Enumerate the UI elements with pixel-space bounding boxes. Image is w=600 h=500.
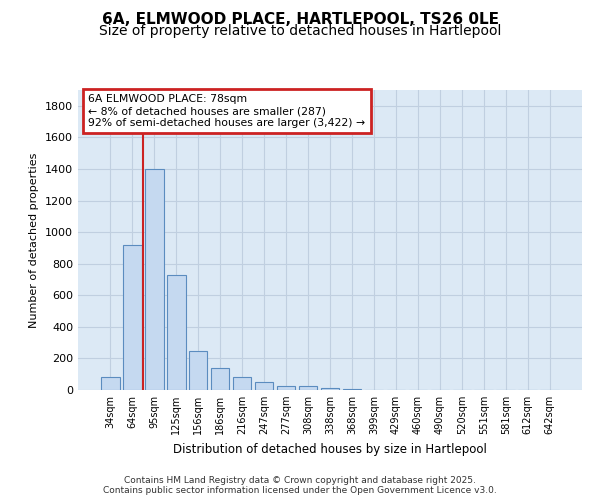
Bar <box>145 169 164 390</box>
Text: 6A ELMWOOD PLACE: 78sqm
← 8% of detached houses are smaller (287)
92% of semi-de: 6A ELMWOOD PLACE: 78sqm ← 8% of detached… <box>88 94 365 128</box>
Bar <box>277 386 295 390</box>
Bar <box>189 352 208 390</box>
Text: Contains HM Land Registry data © Crown copyright and database right 2025.
Contai: Contains HM Land Registry data © Crown c… <box>103 476 497 495</box>
Text: 6A, ELMWOOD PLACE, HARTLEPOOL, TS26 0LE: 6A, ELMWOOD PLACE, HARTLEPOOL, TS26 0LE <box>101 12 499 28</box>
Bar <box>299 386 317 390</box>
Bar <box>343 389 361 390</box>
Text: Size of property relative to detached houses in Hartlepool: Size of property relative to detached ho… <box>99 24 501 38</box>
X-axis label: Distribution of detached houses by size in Hartlepool: Distribution of detached houses by size … <box>173 442 487 456</box>
Bar <box>167 274 185 390</box>
Bar <box>101 378 119 390</box>
Y-axis label: Number of detached properties: Number of detached properties <box>29 152 40 328</box>
Bar <box>320 388 340 390</box>
Bar <box>255 382 274 390</box>
Bar <box>123 244 142 390</box>
Bar <box>233 376 251 390</box>
Bar <box>211 368 229 390</box>
